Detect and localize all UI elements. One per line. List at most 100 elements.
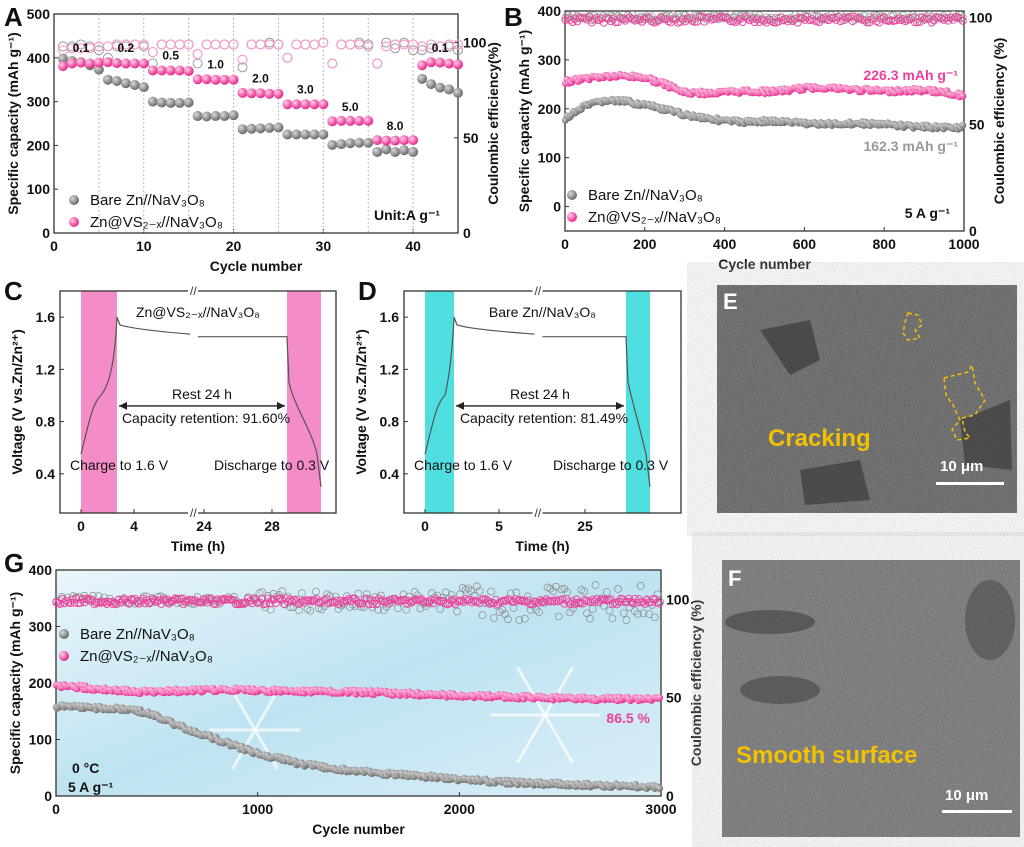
point-bare-ce (495, 608, 504, 616)
point-vs-capacity (345, 115, 356, 126)
point-bare-capacity (273, 122, 284, 133)
point-vs-capacity (66, 58, 77, 69)
point-vs-ce (143, 596, 151, 605)
point-vs-ce (657, 12, 666, 21)
point-bare-ce (590, 11, 599, 20)
point-bare-capacity (156, 97, 167, 108)
point-bare-capacity (237, 124, 248, 135)
panel-label-b: B (504, 2, 523, 32)
point-bare-ce (585, 614, 594, 623)
point-vs-ce (138, 594, 147, 603)
point-vs-capacity (372, 135, 383, 146)
y-tick-label: 400 (538, 3, 562, 19)
point-vs-ce (350, 594, 359, 603)
rest-label: Rest 24 h (172, 386, 232, 402)
point-bare-ce (580, 587, 589, 596)
point-bare-ce (362, 590, 371, 599)
point-vs-ce (280, 599, 289, 608)
point-vs-ce (570, 600, 579, 609)
panel-label-g: G (4, 548, 24, 578)
y-tick-label: 0 (553, 199, 561, 215)
point-bare-ce (958, 13, 967, 22)
point-bare-ce (622, 616, 631, 624)
point-vs-ce (397, 596, 406, 604)
point-vs-ce (540, 597, 549, 606)
point-vs-capacity (237, 87, 248, 98)
point-vs-capacity (93, 57, 104, 68)
legend-marker-bare (567, 190, 577, 200)
axis-break-mask (532, 509, 543, 517)
point-bare-capacity (959, 121, 967, 129)
point-bare-capacity (93, 64, 104, 75)
point-vs-ce (618, 595, 627, 604)
point-vs-capacity (453, 59, 463, 70)
point-vs-ce (512, 595, 520, 604)
sem-image-e: E Cracking 10 μm (717, 285, 1017, 513)
snowflake (231, 690, 257, 731)
point-vs-capacity (147, 65, 158, 76)
chart-c: 0.4 0.8 1.2 1.6 0 4 24 28 // // Rest 24 h Capacity … (9, 284, 337, 554)
point-vs-capacity (129, 58, 140, 69)
point-vs-ce (506, 596, 514, 605)
capacity-retention-label: Capacity retention: 81.49% (460, 410, 628, 426)
point-vs-ce (449, 595, 458, 604)
y-tick-label: 300 (29, 619, 53, 635)
y2-tick-label: 50 (666, 690, 682, 706)
temperature-label: 0 °C (72, 760, 99, 776)
point-bare-capacity (408, 146, 419, 157)
snowflake (543, 714, 574, 764)
point-vs-ce (596, 596, 605, 605)
point-vs-ce (219, 39, 230, 50)
point-vs-ce (291, 39, 302, 50)
point-vs-ce (72, 594, 81, 603)
x-tick-label: 0 (77, 518, 85, 534)
point-bare-ce (266, 605, 275, 614)
point-vs-ce (128, 596, 137, 605)
point-vs-ce (590, 597, 599, 606)
point-bare-capacity (417, 73, 428, 84)
point-vs-ce (264, 594, 272, 603)
point-vs-ce (395, 597, 403, 606)
point-bare-capacity (165, 97, 176, 108)
point-bare-ce (563, 11, 572, 20)
point-vs-ce (104, 597, 113, 606)
point-vs-capacity (102, 57, 113, 68)
point-bare-ce (458, 584, 467, 592)
panel-label-d: D (358, 276, 377, 306)
point-bare-ce (453, 45, 463, 56)
point-vs-capacity (381, 135, 392, 146)
point-vs-capacity (417, 60, 428, 71)
point-vs-capacity (300, 99, 311, 110)
point-vs-ce (62, 596, 71, 605)
point-bare-ce (521, 614, 529, 623)
point-bare-capacity (210, 111, 221, 122)
legend-label-vs: Zn@VS₂₋ₓ//NaV₃O₈ (90, 214, 223, 231)
point-vs-ce (676, 18, 685, 26)
point-vs-ce (612, 600, 621, 609)
point-vs-capacity (246, 88, 257, 99)
point-vs-ce (165, 599, 174, 608)
point-bare-capacity (219, 111, 230, 122)
point-bare-capacity (345, 138, 356, 149)
point-vs-ce (362, 594, 371, 603)
point-vs-capacity (426, 57, 437, 68)
rate-label: 2.0 (252, 71, 269, 85)
point-bare-ce (374, 605, 382, 614)
point-vs-ce (211, 600, 220, 609)
y-tick-label: 1.6 (380, 309, 400, 325)
point-vs-capacity (354, 115, 365, 126)
sem-e-scale-label: 10 μm (940, 458, 983, 475)
point-vs-capacity (318, 99, 329, 110)
sem-f-scale-label: 10 μm (945, 787, 988, 804)
rate-label: 0.1 (432, 41, 449, 55)
point-vs-ce (419, 597, 428, 606)
y2-axis-label: Coulombic efficiency (%) (688, 600, 704, 766)
point-vs-ce (568, 18, 577, 26)
rate-label: 3.0 (297, 82, 314, 96)
point-bare-capacity (282, 129, 293, 140)
legend-marker-vs (567, 212, 577, 222)
point-vs-ce (237, 598, 246, 607)
point-vs-ce (165, 39, 176, 50)
discharge-label: Discharge to 0.3 V (214, 457, 330, 473)
point-vs-ce (580, 13, 589, 22)
